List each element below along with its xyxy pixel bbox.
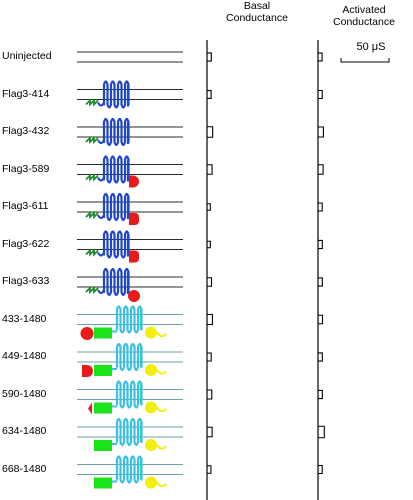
red-domain-icon bbox=[82, 365, 93, 377]
activated-trace-mark bbox=[318, 126, 324, 138]
activated-trace-mark bbox=[318, 277, 323, 287]
basal-trace-mark bbox=[207, 52, 212, 62]
red-domain-icon bbox=[80, 327, 94, 340]
basal-trace-mark bbox=[207, 352, 212, 362]
yellow-tail bbox=[156, 406, 167, 413]
basal-trace-mark bbox=[207, 90, 212, 99]
yellow-domain-icon bbox=[145, 326, 157, 339]
activated-trace-mark bbox=[318, 89, 323, 100]
construct-row bbox=[77, 305, 183, 340]
row-label: 433-1480 bbox=[2, 312, 47, 325]
basal-trace-mark bbox=[207, 465, 212, 474]
transmembrane-loops bbox=[102, 80, 130, 109]
construct-row bbox=[77, 192, 183, 225]
basal-trace-mark bbox=[207, 313, 213, 326]
flag-epitope-icon bbox=[85, 135, 99, 145]
traces-layer bbox=[206, 40, 390, 500]
row-label: Flag3-589 bbox=[2, 162, 50, 175]
red-domain-icon bbox=[129, 175, 139, 188]
rows-layer bbox=[77, 51, 183, 489]
activated-trace-mark bbox=[318, 314, 324, 325]
green-domain-icon bbox=[94, 327, 112, 339]
flag-epitope-icon bbox=[85, 210, 99, 220]
row-label: 634-1480 bbox=[2, 425, 47, 437]
transmembrane-loops bbox=[115, 455, 143, 484]
transmembrane-loops bbox=[115, 305, 143, 334]
transmembrane-loops bbox=[115, 342, 143, 372]
red-domain-icon bbox=[129, 213, 139, 225]
transmembrane-loops bbox=[115, 380, 143, 409]
row-label: Uninjected bbox=[2, 50, 52, 62]
green-domain-icon bbox=[94, 440, 112, 451]
flag-epitope-icon bbox=[85, 285, 99, 295]
construct-row bbox=[77, 155, 183, 188]
transmembrane-loops bbox=[102, 192, 130, 222]
basal-trace-mark bbox=[207, 203, 211, 211]
scale-bar-label: 50 μS bbox=[356, 41, 386, 53]
transmembrane-loops bbox=[102, 117, 130, 147]
flag-epitope-icon bbox=[85, 173, 99, 182]
yellow-tail bbox=[156, 481, 167, 488]
construct-row bbox=[77, 417, 183, 451]
green-domain-icon bbox=[94, 477, 112, 489]
scale-bar bbox=[340, 58, 390, 63]
activated-trace-mark bbox=[318, 202, 323, 212]
yellow-tail bbox=[156, 369, 167, 375]
yellow-domain-icon bbox=[145, 476, 157, 489]
row-label: 590-1480 bbox=[2, 387, 47, 400]
green-domain-icon bbox=[94, 365, 112, 376]
activated-trace-mark bbox=[318, 52, 323, 62]
red-domain-icon bbox=[128, 290, 140, 302]
yellow-tail bbox=[156, 444, 167, 450]
activated-trace-mark bbox=[318, 164, 324, 175]
activated-conductance-header: Activated Conductance bbox=[333, 4, 395, 28]
basal-trace-mark bbox=[207, 240, 211, 249]
flag-epitope-icon bbox=[85, 98, 99, 107]
construct-row bbox=[77, 80, 183, 109]
transmembrane-loops bbox=[102, 267, 130, 297]
row-label: Flag3-622 bbox=[2, 237, 50, 250]
basal-trace-mark bbox=[207, 389, 213, 400]
yellow-domain-icon bbox=[145, 401, 157, 414]
activated-trace-mark bbox=[318, 239, 323, 250]
activated-trace-mark bbox=[318, 464, 323, 475]
row-label: Flag3-611 bbox=[2, 200, 49, 212]
row-label: Flag3-414 bbox=[2, 87, 50, 100]
row-label: 449-1480 bbox=[2, 350, 47, 362]
row-label: Flag3-633 bbox=[2, 275, 50, 287]
basal-trace-mark bbox=[207, 164, 213, 175]
row-label: 668-1480 bbox=[2, 462, 47, 475]
transmembrane-loops bbox=[102, 230, 130, 259]
construct-row bbox=[77, 267, 183, 302]
row-label: Flag3-432 bbox=[2, 125, 50, 137]
construct-row bbox=[77, 380, 183, 415]
red-domain-icon bbox=[129, 250, 139, 263]
transmembrane-loops bbox=[102, 155, 130, 184]
yellow-domain-icon bbox=[145, 364, 157, 376]
construct-row bbox=[77, 230, 183, 263]
basal-trace-mark bbox=[207, 126, 214, 138]
transmembrane-loops bbox=[115, 417, 143, 447]
yellow-domain-icon bbox=[145, 439, 157, 451]
basal-trace-mark bbox=[207, 426, 213, 438]
construct-row bbox=[77, 342, 183, 377]
activated-trace-mark bbox=[318, 425, 325, 439]
red-domain-icon bbox=[88, 402, 92, 415]
basal-trace-mark bbox=[207, 277, 213, 287]
construct-row bbox=[77, 455, 183, 489]
yellow-tail bbox=[156, 331, 167, 338]
basal-conductance-header: Basal Conductance bbox=[226, 0, 288, 24]
activated-trace-mark bbox=[318, 352, 323, 362]
construct-row bbox=[77, 51, 183, 63]
green-domain-icon bbox=[94, 402, 112, 414]
flag-epitope-icon bbox=[85, 248, 99, 257]
activated-trace-mark bbox=[318, 389, 323, 400]
construct-row bbox=[77, 117, 183, 147]
